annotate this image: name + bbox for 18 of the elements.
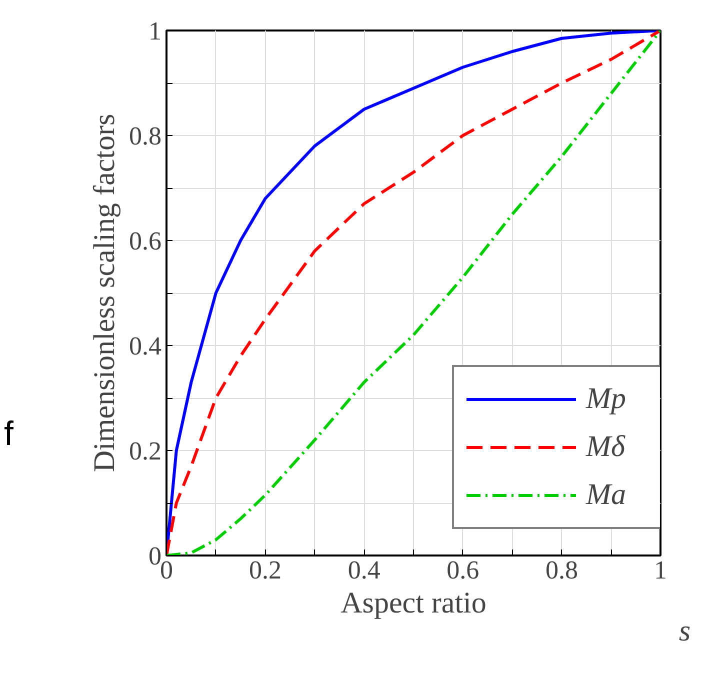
x-tick-label: 0.8 [545, 556, 578, 584]
x-tick-label: 0.4 [348, 556, 380, 584]
legend-label: Mp [586, 381, 627, 417]
y-tick-label: 0.8 [129, 122, 162, 150]
x-tick-label: 0.6 [446, 556, 480, 584]
text: s [678, 614, 691, 648]
y-axis-title: Dimensionless scaling factors [88, 114, 121, 472]
x-tick-label: 1 [654, 556, 667, 584]
y-tick-label: 1 [148, 16, 162, 46]
y-tick-label: 0.6 [129, 226, 162, 256]
legend-label: Mδ [586, 429, 626, 465]
y-tick-label: 0.2 [129, 436, 162, 466]
line-series [166, 30, 660, 556]
text: f [4, 414, 14, 455]
y-tick-label: 0.4 [129, 332, 162, 360]
legend-label: Ma [586, 477, 627, 513]
x-axis-title: Aspect ratio [340, 586, 486, 620]
x-tick-label: 0.2 [249, 556, 282, 584]
